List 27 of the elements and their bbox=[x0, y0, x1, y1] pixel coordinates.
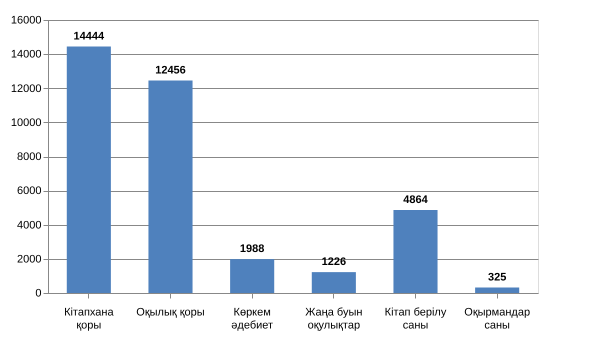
bar bbox=[230, 259, 274, 293]
x-tick-label: Оқылық қоры bbox=[136, 306, 205, 318]
x-tick-label: Көркем әдебиет bbox=[231, 306, 274, 332]
y-tick-label: 4000 bbox=[17, 219, 42, 232]
y-tick-label: 14000 bbox=[10, 48, 42, 61]
y-tick-label: 0 bbox=[35, 288, 42, 300]
data-label: 4864 bbox=[403, 194, 429, 206]
y-tick-label: 6000 bbox=[17, 185, 42, 198]
bar bbox=[393, 210, 438, 293]
data-label: 1988 bbox=[240, 243, 264, 256]
x-tick-label: Кітап берілу саны bbox=[384, 306, 447, 332]
y-tick-label: 16000 bbox=[10, 14, 42, 26]
y-tick-label: 12000 bbox=[10, 82, 42, 95]
y-tick-label: 2000 bbox=[17, 253, 42, 266]
x-tick-label: Оқырмандар саны bbox=[464, 306, 530, 332]
data-label: 14444 bbox=[74, 30, 106, 43]
y-tick-label: 10000 bbox=[10, 116, 42, 129]
bar bbox=[475, 287, 520, 293]
bar bbox=[312, 272, 356, 293]
x-tick-label: Жаңа буын оқулықтар bbox=[305, 306, 362, 332]
data-label: 1226 bbox=[322, 256, 346, 268]
y-tick-label: 8000 bbox=[17, 151, 42, 163]
bar bbox=[66, 46, 111, 293]
data-label: 325 bbox=[488, 271, 506, 284]
bar bbox=[148, 80, 193, 293]
x-tick-label: Кітапхана қоры bbox=[64, 306, 114, 332]
data-label: 12456 bbox=[155, 64, 186, 76]
